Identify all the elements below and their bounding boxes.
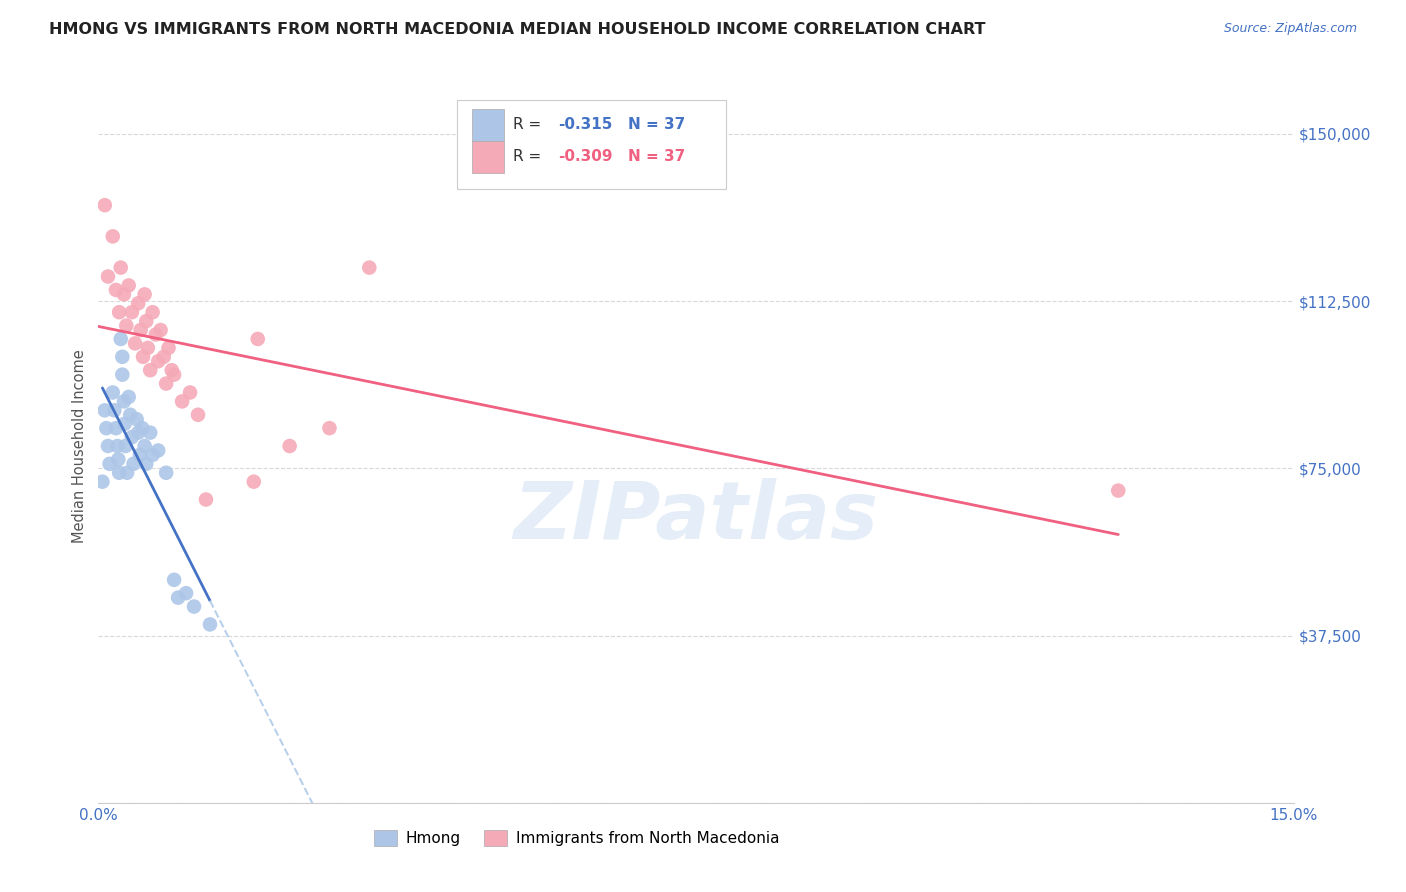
Point — [101, 229, 124, 244]
Point — [91, 475, 114, 489]
Text: R =: R = — [513, 150, 547, 164]
Point — [136, 341, 159, 355]
Point — [121, 305, 143, 319]
Point — [152, 350, 174, 364]
Text: -0.309: -0.309 — [558, 150, 613, 164]
Point — [107, 452, 129, 467]
Point — [132, 350, 155, 364]
Point — [160, 363, 183, 377]
Point — [127, 425, 149, 440]
Point — [359, 260, 381, 275]
Point — [145, 327, 167, 342]
Point — [142, 448, 165, 462]
Point — [107, 439, 129, 453]
Point — [108, 466, 131, 480]
Point — [134, 439, 156, 453]
Point — [108, 305, 131, 319]
Point — [111, 350, 134, 364]
Point — [142, 305, 165, 319]
Point — [110, 332, 132, 346]
Point — [243, 475, 266, 489]
Point — [198, 617, 221, 632]
Point — [135, 314, 157, 328]
Point — [121, 430, 143, 444]
Point — [246, 332, 269, 346]
Point — [118, 390, 141, 404]
Point — [96, 421, 118, 435]
FancyBboxPatch shape — [457, 100, 725, 189]
Point — [278, 439, 301, 453]
Point — [112, 394, 135, 409]
Point — [124, 336, 146, 351]
Text: N = 37: N = 37 — [628, 118, 685, 132]
Point — [112, 287, 135, 301]
Point — [118, 278, 141, 293]
Point — [98, 457, 121, 471]
Text: R =: R = — [513, 118, 547, 132]
Point — [163, 573, 186, 587]
Point — [139, 363, 162, 377]
Text: N = 37: N = 37 — [628, 150, 685, 164]
Point — [183, 599, 205, 614]
Point — [114, 417, 136, 431]
Point — [127, 296, 149, 310]
Point — [155, 376, 177, 391]
Point — [110, 260, 132, 275]
Point — [139, 425, 162, 440]
Point — [129, 323, 152, 337]
Text: HMONG VS IMMIGRANTS FROM NORTH MACEDONIA MEDIAN HOUSEHOLD INCOME CORRELATION CHA: HMONG VS IMMIGRANTS FROM NORTH MACEDONIA… — [49, 22, 986, 37]
FancyBboxPatch shape — [472, 109, 503, 141]
Text: Source: ZipAtlas.com: Source: ZipAtlas.com — [1223, 22, 1357, 36]
Point — [97, 439, 120, 453]
Point — [115, 466, 138, 480]
Point — [167, 591, 190, 605]
Point — [115, 318, 138, 333]
Text: ZIPatlas: ZIPatlas — [513, 478, 879, 557]
Point — [103, 403, 125, 417]
Point — [179, 385, 201, 400]
Point — [134, 287, 156, 301]
Point — [104, 283, 127, 297]
Point — [172, 394, 194, 409]
Point — [128, 448, 150, 462]
Point — [104, 421, 127, 435]
Point — [94, 403, 117, 417]
Y-axis label: Median Household Income: Median Household Income — [72, 349, 87, 543]
Point — [157, 341, 180, 355]
Point — [125, 412, 148, 426]
Point — [148, 443, 170, 458]
Point — [148, 354, 170, 368]
Point — [122, 457, 145, 471]
Point — [131, 421, 153, 435]
Point — [163, 368, 186, 382]
Point — [114, 439, 136, 453]
Point — [111, 368, 134, 382]
Point — [195, 492, 218, 507]
Point — [149, 323, 172, 337]
Point — [155, 466, 177, 480]
Point — [94, 198, 117, 212]
Point — [318, 421, 340, 435]
Legend: Hmong, Immigrants from North Macedonia: Hmong, Immigrants from North Macedonia — [367, 824, 786, 852]
Point — [1107, 483, 1129, 498]
Point — [174, 586, 197, 600]
Point — [120, 408, 142, 422]
Text: -0.315: -0.315 — [558, 118, 613, 132]
Point — [97, 269, 120, 284]
FancyBboxPatch shape — [472, 141, 503, 173]
Point — [135, 457, 157, 471]
Point — [187, 408, 209, 422]
Point — [101, 385, 124, 400]
